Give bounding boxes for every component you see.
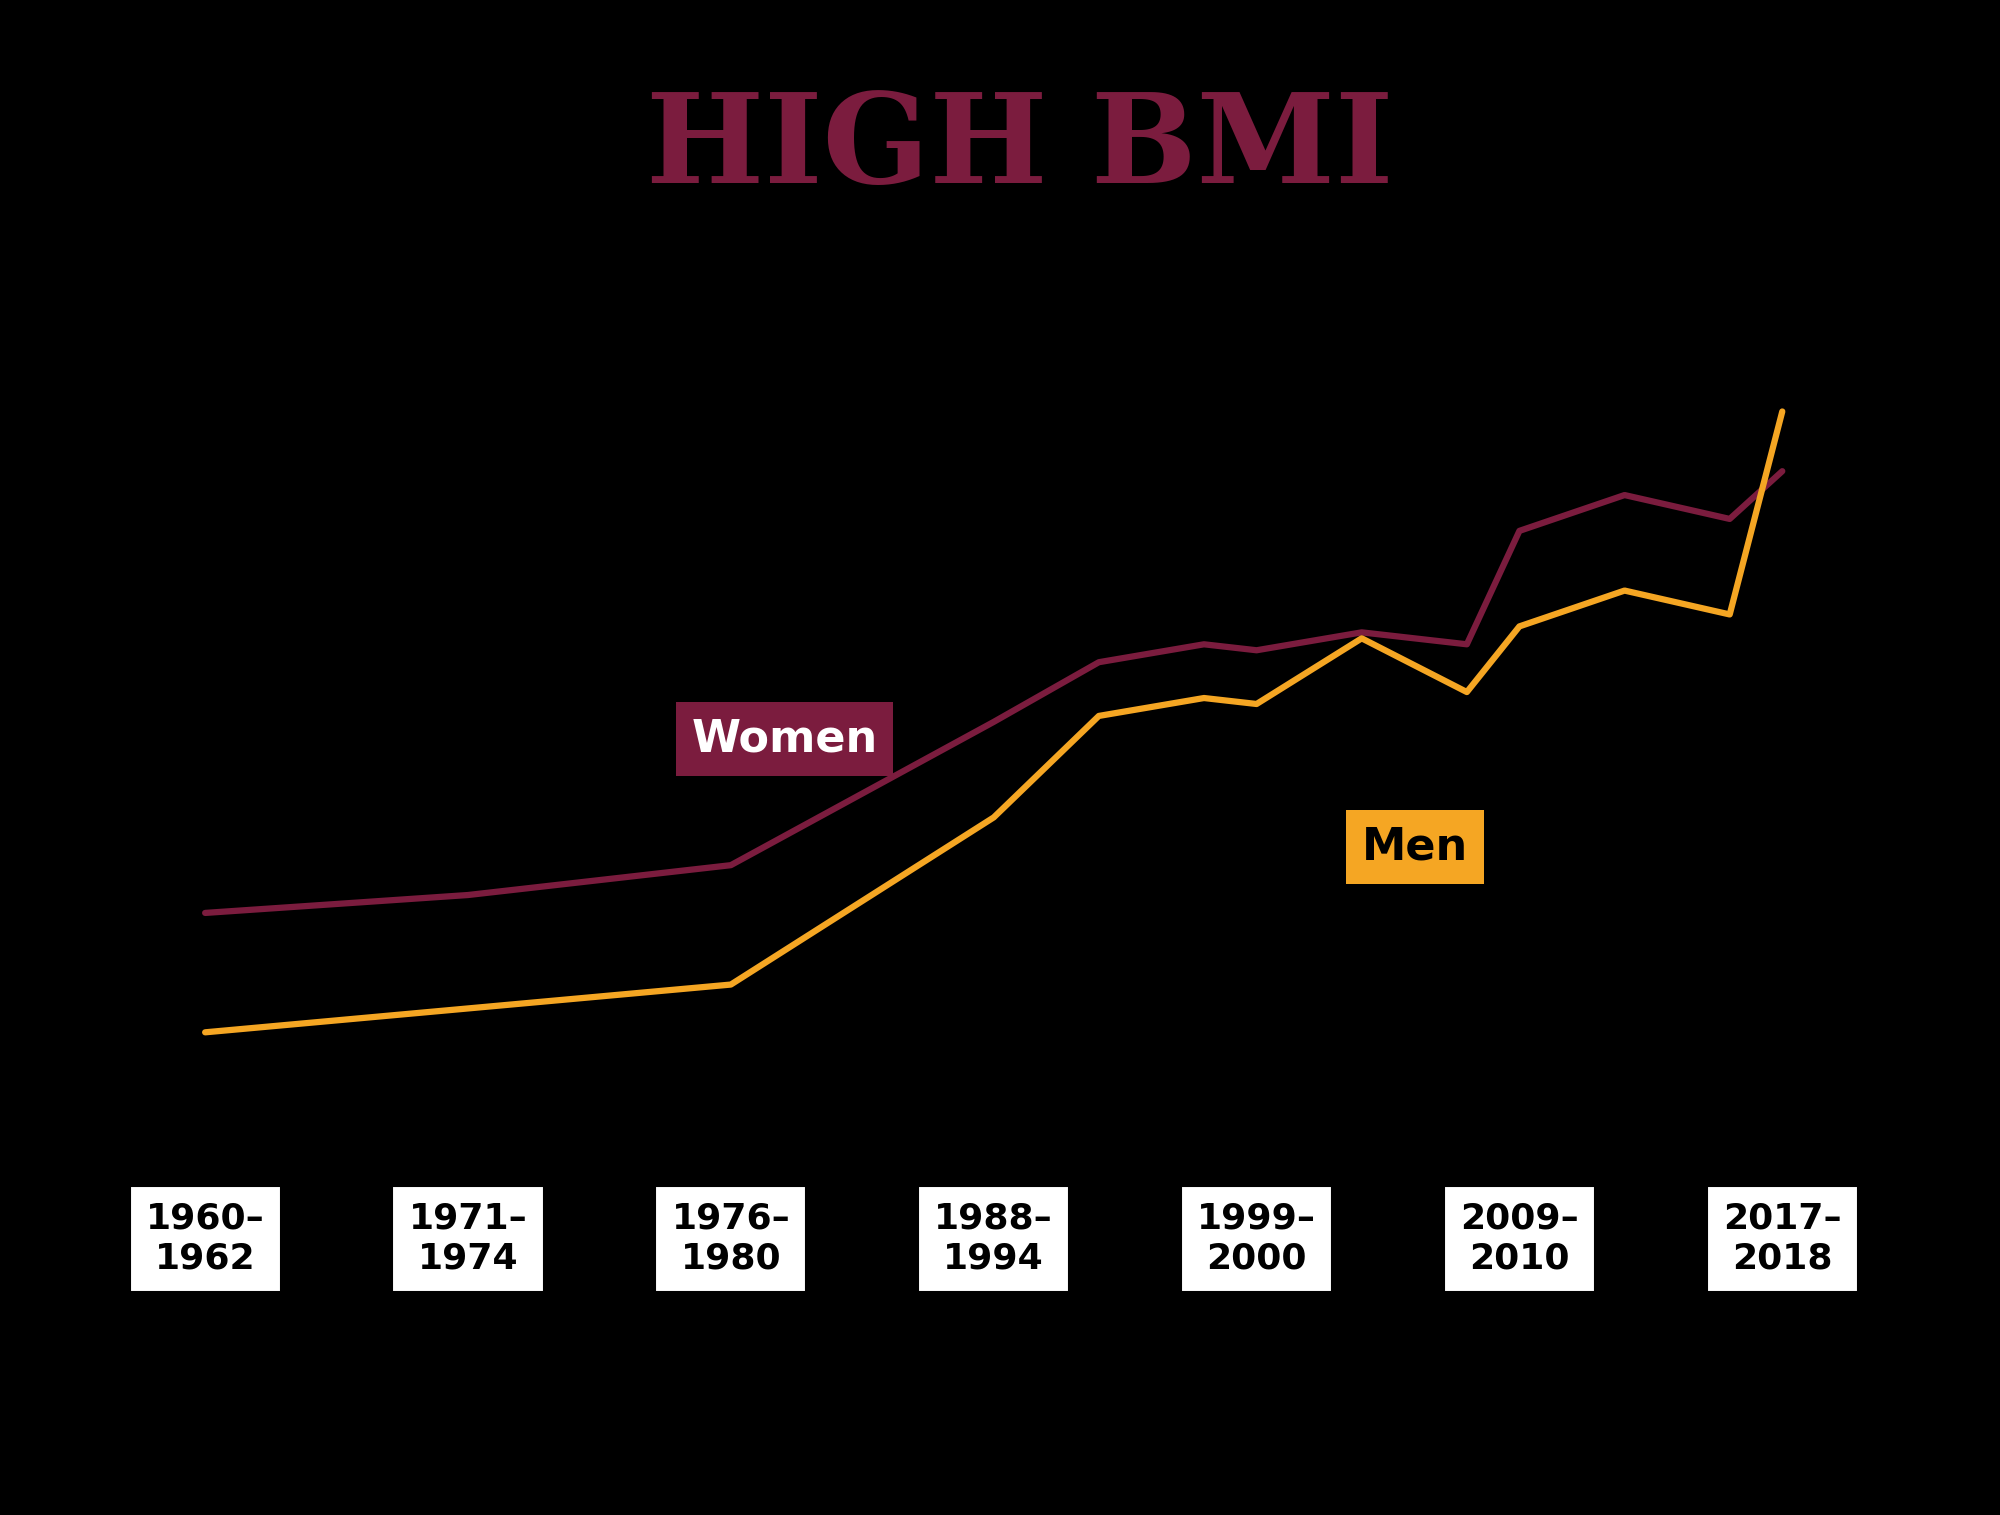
Text: Men: Men [1362, 826, 1468, 868]
Text: 1960–
1962: 1960– 1962 [146, 1201, 264, 1276]
Text: 1976–
1980: 1976– 1980 [672, 1201, 790, 1276]
Text: HIGH BMI: HIGH BMI [646, 88, 1394, 209]
Text: 1971–
1974: 1971– 1974 [408, 1201, 528, 1276]
Text: Women: Women [692, 718, 878, 761]
Text: 1999–
2000: 1999– 2000 [1198, 1201, 1316, 1276]
Text: 1988–
1994: 1988– 1994 [934, 1201, 1054, 1276]
Text: 2017–
2018: 2017– 2018 [1722, 1201, 1842, 1276]
Text: 2009–
2010: 2009– 2010 [1460, 1201, 1578, 1276]
